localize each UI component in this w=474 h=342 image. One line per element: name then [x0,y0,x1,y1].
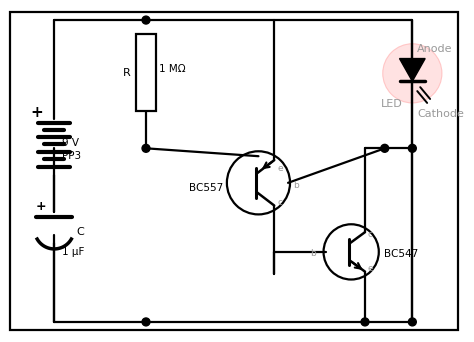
Circle shape [409,318,416,326]
Text: e: e [277,163,283,173]
Text: BC557: BC557 [190,183,224,193]
Circle shape [142,318,150,326]
Circle shape [142,144,150,152]
Text: Cathode: Cathode [417,109,464,119]
Text: Anode: Anode [417,44,453,54]
Circle shape [409,144,416,152]
Text: LED: LED [381,99,402,109]
Text: c: c [277,198,282,207]
Text: C: C [76,227,84,237]
Text: e: e [368,264,374,273]
Circle shape [383,44,442,103]
Polygon shape [400,58,425,81]
Text: R: R [122,68,130,78]
Circle shape [361,318,369,326]
Text: c: c [368,229,373,239]
Text: 1 MΩ: 1 MΩ [159,64,185,75]
Circle shape [381,144,389,152]
Text: +: + [35,200,46,213]
Circle shape [142,16,150,24]
Bar [136,34,156,111]
Text: b: b [310,249,316,258]
Text: +: + [30,105,43,120]
Text: PP3: PP3 [62,151,81,161]
Text: 9 V: 9 V [62,139,79,148]
Text: BC547: BC547 [384,249,418,259]
Text: 1 μF: 1 μF [62,247,84,257]
Text: b: b [293,181,299,190]
